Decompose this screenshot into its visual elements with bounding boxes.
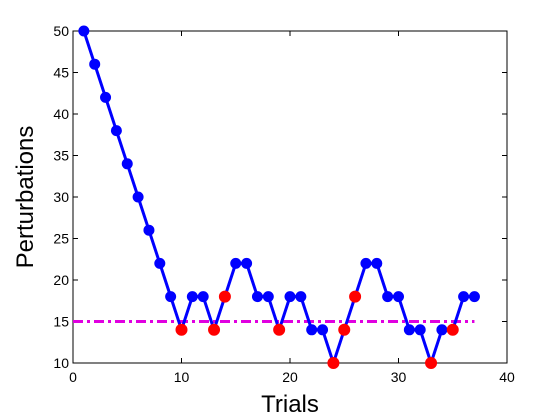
y-axis-label: Perturbations (12, 126, 39, 269)
x-axis-ticks: 0 10 20 30 40 (69, 31, 515, 385)
data-point (317, 324, 329, 336)
highlighted-point (446, 323, 459, 336)
highlighted-point (338, 323, 351, 336)
highlight-layer (175, 290, 459, 369)
data-point (414, 324, 426, 336)
data-point (295, 291, 307, 303)
data-point (468, 291, 480, 303)
data-point (197, 291, 209, 303)
data-point (154, 257, 166, 269)
data-point (165, 291, 177, 303)
x-tick-label: 30 (391, 369, 407, 385)
y-tick-label: 25 (53, 231, 69, 247)
highlighted-point (208, 323, 221, 336)
highlighted-point (273, 323, 286, 336)
data-point (458, 291, 470, 303)
series-layer (78, 25, 480, 369)
data-point (306, 324, 318, 336)
data-point (284, 291, 296, 303)
y-axis-ticks: 10 15 20 25 30 35 40 45 50 (53, 23, 507, 371)
data-point (371, 257, 383, 269)
data-point (382, 291, 394, 303)
y-tick-label: 15 (53, 314, 69, 330)
y-tick-label: 10 (53, 355, 69, 371)
x-tick-label: 0 (69, 369, 77, 385)
data-point (360, 257, 372, 269)
highlighted-point (175, 323, 188, 336)
data-point (393, 291, 404, 303)
data-point (241, 257, 253, 269)
x-tick-label: 10 (174, 369, 190, 385)
y-tick-label: 40 (53, 106, 69, 122)
y-tick-label: 20 (53, 272, 69, 288)
highlighted-point (349, 290, 362, 303)
data-point (262, 291, 274, 303)
data-point (403, 324, 415, 336)
data-point (436, 324, 448, 336)
y-tick-label: 30 (53, 189, 69, 205)
data-point (143, 224, 155, 236)
data-point (121, 158, 133, 170)
data-point (89, 58, 101, 70)
highlighted-point (425, 357, 438, 369)
x-axis-label: Trials (261, 391, 319, 418)
data-point (132, 191, 144, 203)
data-point (251, 291, 263, 303)
data-point (186, 291, 198, 303)
data-point (110, 125, 122, 137)
x-tick-label: 20 (282, 369, 298, 385)
y-tick-label: 50 (53, 23, 69, 39)
data-point (78, 25, 90, 37)
highlighted-point (218, 290, 231, 303)
data-point (230, 257, 242, 269)
data-point (100, 91, 112, 103)
y-tick-label: 35 (53, 148, 69, 164)
x-tick-label: 40 (499, 369, 515, 385)
y-tick-label: 45 (53, 65, 69, 81)
plot-area (72, 30, 508, 364)
highlighted-point (327, 357, 340, 369)
